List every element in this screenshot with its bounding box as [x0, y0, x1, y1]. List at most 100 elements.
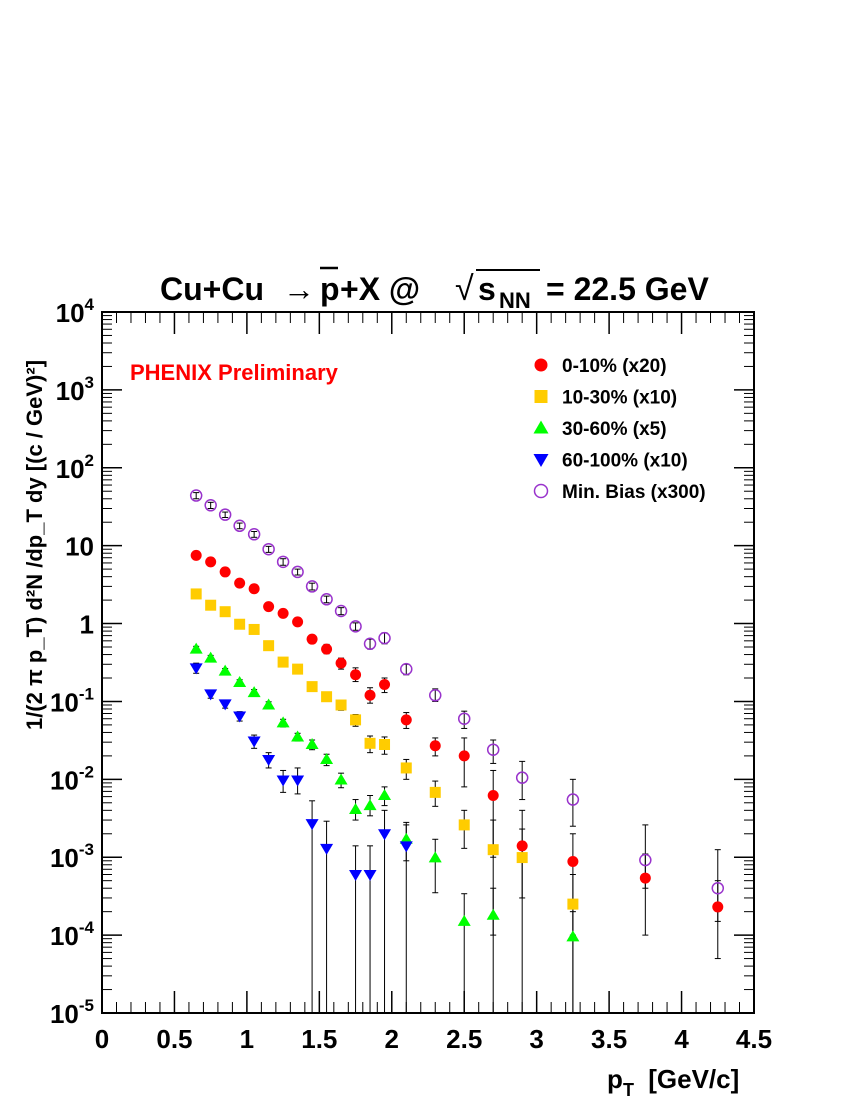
data-point	[262, 754, 276, 766]
data-point	[335, 657, 347, 669]
data-point	[276, 716, 290, 728]
data-point	[363, 799, 377, 811]
data-point	[218, 508, 232, 521]
x-axis-label-rest: [GeV/c]	[641, 1064, 739, 1094]
legend-marker	[534, 358, 548, 372]
series-10-30-x10-	[190, 588, 579, 910]
data-point	[321, 643, 333, 655]
data-point	[515, 771, 529, 784]
data-point	[334, 604, 348, 618]
data-point	[428, 851, 442, 863]
data-point	[567, 898, 579, 910]
y-tick-label: 103	[56, 373, 94, 406]
data-point	[400, 714, 412, 726]
data-point	[263, 640, 275, 652]
title-energy-var: s	[478, 271, 496, 307]
y-tick-label: 10-5	[50, 996, 94, 1029]
phenix-preliminary-annotation: PHENIX Preliminary	[130, 360, 339, 385]
data-point	[364, 689, 376, 701]
x-tick-label: 4	[674, 1024, 689, 1054]
x-axis-label-sub: T	[623, 1080, 634, 1100]
data-point	[458, 750, 470, 762]
series-0-10-x20-	[190, 549, 724, 913]
title-energy-sub: NN	[499, 288, 531, 313]
data-point	[516, 852, 528, 864]
data-point	[363, 870, 377, 882]
legend-marker	[533, 483, 549, 499]
data-point	[262, 698, 276, 710]
data-point	[262, 542, 275, 556]
data-point	[334, 773, 348, 785]
data-point	[457, 712, 471, 725]
data-point	[305, 738, 319, 750]
title-sqrt-symbol: √	[455, 270, 474, 308]
data-point	[234, 577, 246, 589]
data-point	[205, 556, 217, 568]
data-point	[567, 856, 579, 868]
data-point	[400, 662, 413, 676]
legend-label: 10-30% (x10)	[562, 388, 677, 409]
data-point	[219, 606, 231, 618]
data-point	[233, 676, 247, 688]
data-point	[378, 631, 391, 645]
data-point	[399, 841, 413, 853]
x-tick-label: 3	[529, 1024, 543, 1054]
data-point	[399, 832, 413, 844]
data-point	[247, 686, 261, 698]
plot-axes: 0 0.5 1 1.5 2 2.5 3 3.5 4 4.510-510-410-310-210-1…	[50, 295, 772, 1054]
legend: 0-10% (x20) 10-30% (x10) 30-60% (x5) 60-100…	[533, 356, 706, 503]
data-point	[321, 691, 333, 703]
x-tick-label: 4.5	[736, 1024, 772, 1054]
series-min-bias-x300-	[189, 489, 725, 895]
x-tick-label: 3.5	[591, 1024, 627, 1054]
data-point	[429, 740, 441, 752]
data-point	[291, 775, 305, 787]
data-point	[378, 829, 392, 841]
data-point	[363, 637, 377, 651]
data-point	[247, 736, 261, 748]
data-point	[276, 555, 290, 569]
data-point	[350, 714, 362, 726]
data-point	[204, 689, 218, 701]
title-reaction-suffix: +X @	[340, 271, 420, 307]
legend-marker	[533, 420, 549, 434]
data-point	[218, 699, 232, 711]
data-point	[234, 618, 246, 630]
data-point	[566, 930, 580, 942]
plot-frame	[101, 311, 755, 1014]
data-point	[364, 737, 376, 749]
y-tick-label: 10-4	[50, 918, 95, 951]
data-point	[349, 870, 363, 882]
data-point	[292, 663, 304, 675]
title-arrow: →	[283, 271, 315, 307]
data-point	[305, 580, 319, 593]
data-point	[428, 689, 442, 702]
data-point	[291, 730, 305, 742]
data-point	[190, 549, 202, 561]
data-point	[263, 601, 275, 613]
data-point	[204, 499, 217, 512]
title-particle: p	[320, 271, 340, 307]
data-point	[458, 819, 470, 831]
data-point	[248, 623, 260, 635]
title-reaction-prefix: Cu+Cu	[160, 271, 264, 307]
legend-label: 60-100% (x10)	[562, 451, 688, 472]
data-point	[233, 519, 246, 533]
data-point	[204, 651, 218, 663]
series-30-60-x5-	[189, 642, 580, 942]
data-point	[566, 793, 580, 806]
legend-label: 30-60% (x5)	[562, 419, 667, 440]
data-point	[429, 786, 441, 798]
title-energy-value: = 22.5 GeV	[546, 271, 709, 307]
data-point	[320, 843, 334, 855]
data-point	[189, 489, 203, 502]
data-point	[379, 679, 391, 691]
legend-label: Min. Bias (x300)	[562, 482, 706, 503]
data-point	[189, 663, 203, 675]
data-point	[190, 588, 202, 600]
data-point	[487, 790, 499, 802]
y-tick-label: 104	[56, 295, 95, 328]
data-point	[248, 583, 260, 595]
data-point	[378, 789, 392, 801]
